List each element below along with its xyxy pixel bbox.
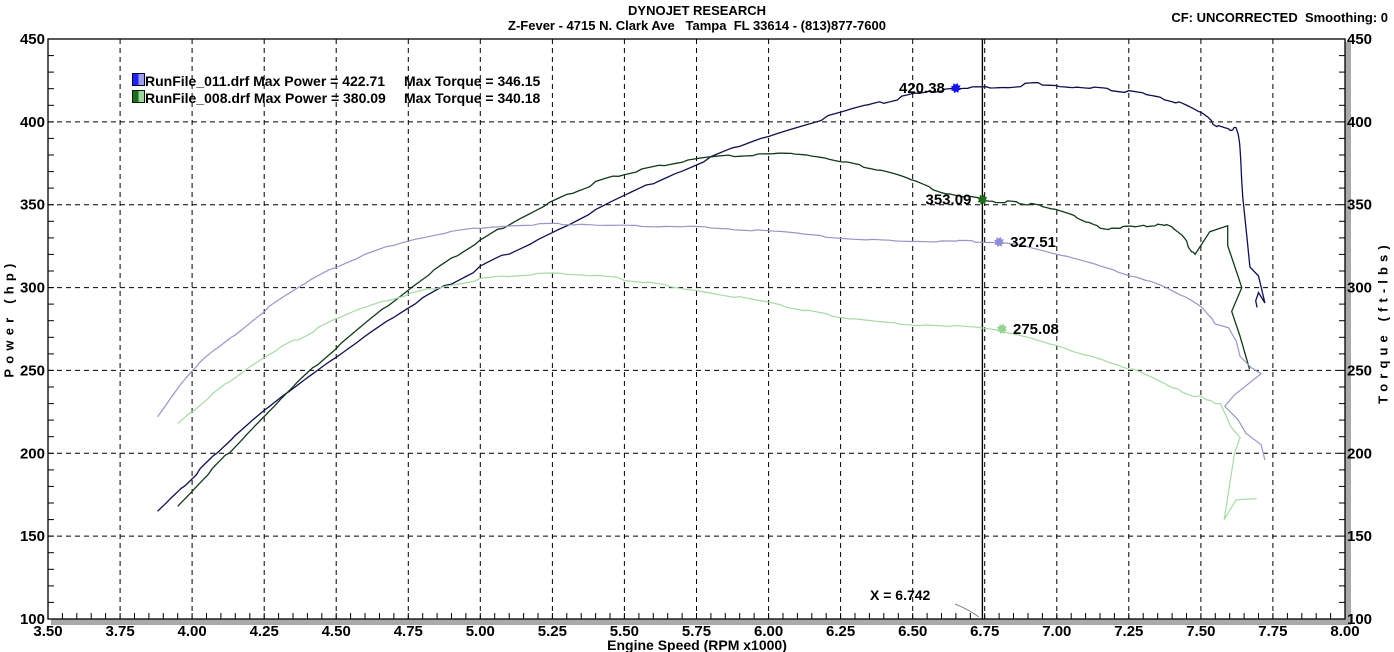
- svg-text:250: 250: [1347, 362, 1372, 379]
- svg-text:353.09: 353.09: [926, 192, 972, 209]
- svg-text:300: 300: [20, 280, 45, 297]
- svg-text:300: 300: [1347, 280, 1372, 297]
- svg-text:5.00: 5.00: [466, 623, 495, 640]
- svg-text:420.38: 420.38: [899, 80, 945, 97]
- svg-text:150: 150: [1347, 528, 1372, 545]
- svg-text:4.75: 4.75: [394, 623, 423, 640]
- svg-text:150: 150: [20, 528, 45, 545]
- svg-text:200: 200: [20, 445, 45, 462]
- svg-text:450: 450: [20, 31, 45, 48]
- svg-text:4.00: 4.00: [177, 623, 206, 640]
- svg-text:5.25: 5.25: [538, 623, 567, 640]
- svg-text:450: 450: [1347, 31, 1372, 48]
- svg-text:4.50: 4.50: [322, 623, 351, 640]
- svg-text:3.75: 3.75: [105, 623, 134, 640]
- svg-text:7.25: 7.25: [1114, 623, 1143, 640]
- svg-text:200: 200: [1347, 445, 1372, 462]
- svg-text:250: 250: [20, 362, 45, 379]
- svg-text:327.51: 327.51: [1010, 234, 1056, 251]
- svg-text:100: 100: [1347, 611, 1372, 628]
- svg-text:100: 100: [20, 611, 45, 628]
- svg-text:7.00: 7.00: [1042, 623, 1071, 640]
- svg-text:400: 400: [20, 114, 45, 131]
- svg-text:4.25: 4.25: [250, 623, 279, 640]
- svg-text:350: 350: [1347, 197, 1372, 214]
- svg-text:7.50: 7.50: [1186, 623, 1215, 640]
- svg-text:6.50: 6.50: [898, 623, 927, 640]
- svg-text:6.25: 6.25: [826, 623, 855, 640]
- svg-text:350: 350: [20, 197, 45, 214]
- svg-text:400: 400: [1347, 114, 1372, 131]
- svg-text:275.08: 275.08: [1013, 321, 1059, 338]
- svg-text:6.75: 6.75: [970, 623, 999, 640]
- svg-text:7.75: 7.75: [1258, 623, 1287, 640]
